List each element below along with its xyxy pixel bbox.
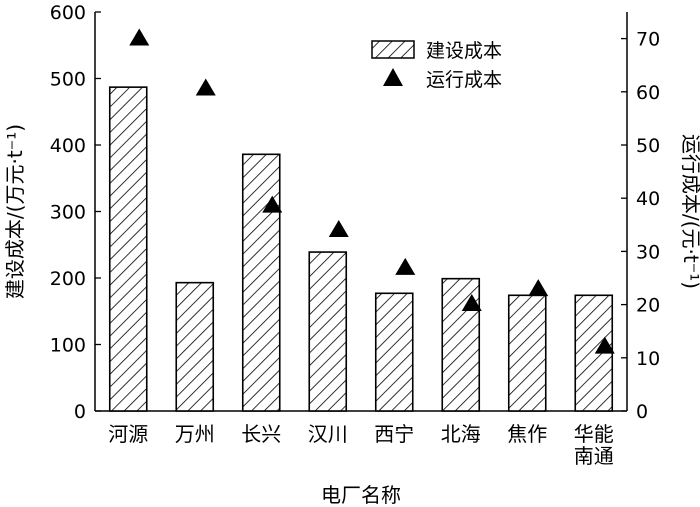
triangle-marker bbox=[594, 336, 615, 354]
legend-bar-label: 建设成本 bbox=[426, 40, 502, 62]
triangle-marker bbox=[461, 294, 482, 312]
bar bbox=[175, 281, 215, 412]
y-axis-title: 建设成本/(万元·t⁻¹) bbox=[3, 124, 27, 299]
left-tick-label: 200 bbox=[50, 268, 86, 290]
right-tick-label: 20 bbox=[636, 295, 660, 317]
left-tick-label: 500 bbox=[50, 69, 86, 91]
triangle-marker bbox=[262, 195, 283, 213]
right-tick-label: 10 bbox=[636, 348, 660, 370]
x-axis-title: 电厂名称 bbox=[321, 483, 401, 507]
triangle-marker bbox=[528, 279, 549, 297]
legend-triangle-swatch bbox=[383, 68, 403, 86]
right-tick-label: 60 bbox=[636, 82, 660, 104]
x-tick-label: 华能 bbox=[574, 422, 614, 446]
x-tick-label: 西宁 bbox=[374, 422, 414, 446]
triangle-marker bbox=[195, 78, 216, 96]
x-tick-label: 南通 bbox=[574, 444, 614, 468]
right-tick-label: 50 bbox=[636, 135, 660, 157]
x-tick-label: 焦作 bbox=[507, 422, 547, 446]
left-tick-label: 400 bbox=[50, 135, 86, 157]
right-tick-label: 70 bbox=[636, 29, 660, 51]
x-tick-label: 河源 bbox=[108, 422, 148, 446]
right-tick-label: 40 bbox=[636, 188, 660, 210]
bar bbox=[308, 251, 348, 412]
bar bbox=[374, 292, 414, 412]
left-tick-label: 100 bbox=[50, 335, 86, 357]
y2-axis-title: 运行成本/(元·t⁻¹) bbox=[679, 134, 700, 289]
bar bbox=[241, 153, 281, 412]
triangle-marker bbox=[395, 257, 416, 275]
triangle-marker bbox=[328, 220, 349, 238]
legend-triangle-label: 运行成本 bbox=[426, 69, 502, 91]
x-tick-label: 万州 bbox=[175, 422, 215, 446]
bar bbox=[507, 294, 547, 412]
x-tick-label: 长兴 bbox=[241, 422, 281, 446]
bar bbox=[108, 86, 148, 412]
x-tick-label: 北海 bbox=[441, 422, 481, 446]
left-tick-label: 600 bbox=[50, 2, 86, 24]
right-tick-label: 30 bbox=[636, 241, 660, 263]
legend-bar-swatch bbox=[371, 40, 415, 59]
left-tick-label: 0 bbox=[74, 401, 86, 423]
triangle-marker bbox=[129, 28, 150, 46]
left-tick-label: 300 bbox=[50, 202, 86, 224]
x-tick-label: 汉川 bbox=[308, 422, 348, 446]
right-tick-label: 0 bbox=[636, 401, 648, 423]
